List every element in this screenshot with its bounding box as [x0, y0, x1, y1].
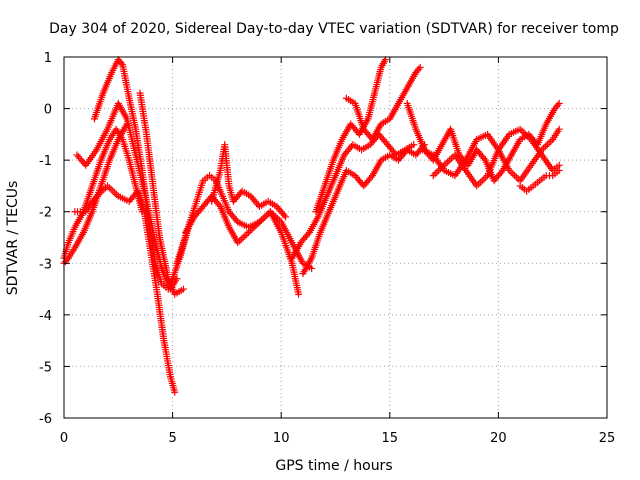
chart-title: Day 304 of 2020, Sidereal Day-to-day VTE… — [49, 21, 619, 37]
x-tick-label: 20 — [490, 431, 507, 446]
data-point — [179, 285, 187, 293]
data-point — [555, 166, 563, 174]
plot-frame — [63, 56, 608, 419]
x-axis-label: GPS time / hours — [275, 458, 392, 474]
y-axis-label: SDTVAR / TECUs — [5, 181, 21, 296]
data-point — [554, 101, 562, 109]
series-track — [73, 99, 181, 293]
data-point — [138, 208, 146, 216]
data-point — [497, 168, 505, 176]
series-track — [299, 141, 429, 278]
data-point — [117, 59, 125, 67]
data-point — [415, 65, 423, 73]
data-point — [280, 211, 288, 219]
data-points — [60, 56, 563, 396]
series-track — [208, 141, 290, 221]
x-tick-label: 25 — [599, 431, 616, 446]
data-point — [555, 99, 563, 107]
x-tick-label: 15 — [382, 431, 399, 446]
y-tick-label: -5 — [39, 360, 52, 375]
data-point — [282, 213, 290, 221]
data-point — [215, 201, 223, 209]
data-point — [171, 388, 179, 396]
y-tick-label: -2 — [39, 206, 52, 221]
data-point — [304, 230, 312, 238]
data-point — [123, 120, 131, 128]
y-tick-label: -6 — [39, 412, 52, 427]
data-point — [308, 264, 316, 272]
x-tick-label: 10 — [273, 431, 290, 446]
y-tick-label: -1 — [39, 154, 52, 169]
data-point — [63, 256, 71, 264]
series-track — [516, 166, 563, 195]
y-tick-label: -4 — [39, 309, 52, 324]
data-point — [173, 275, 181, 283]
y-tick-label: 0 — [44, 103, 52, 118]
series-track — [429, 125, 563, 190]
series-track — [312, 56, 389, 216]
y-tick-label: -3 — [39, 257, 52, 272]
data-point — [367, 173, 375, 181]
data-point — [416, 63, 424, 71]
data-point — [232, 216, 240, 224]
series-track — [60, 125, 146, 262]
series-track — [342, 63, 424, 144]
y-tick-label: 1 — [44, 51, 52, 66]
data-point — [410, 141, 418, 149]
x-tick-label: 0 — [60, 431, 68, 446]
data-point — [480, 154, 488, 162]
series-track — [288, 130, 418, 262]
data-point — [555, 125, 563, 133]
x-tick-label: 5 — [168, 431, 176, 446]
data-point — [295, 290, 303, 298]
series-track — [60, 120, 131, 267]
series-track — [136, 89, 187, 298]
